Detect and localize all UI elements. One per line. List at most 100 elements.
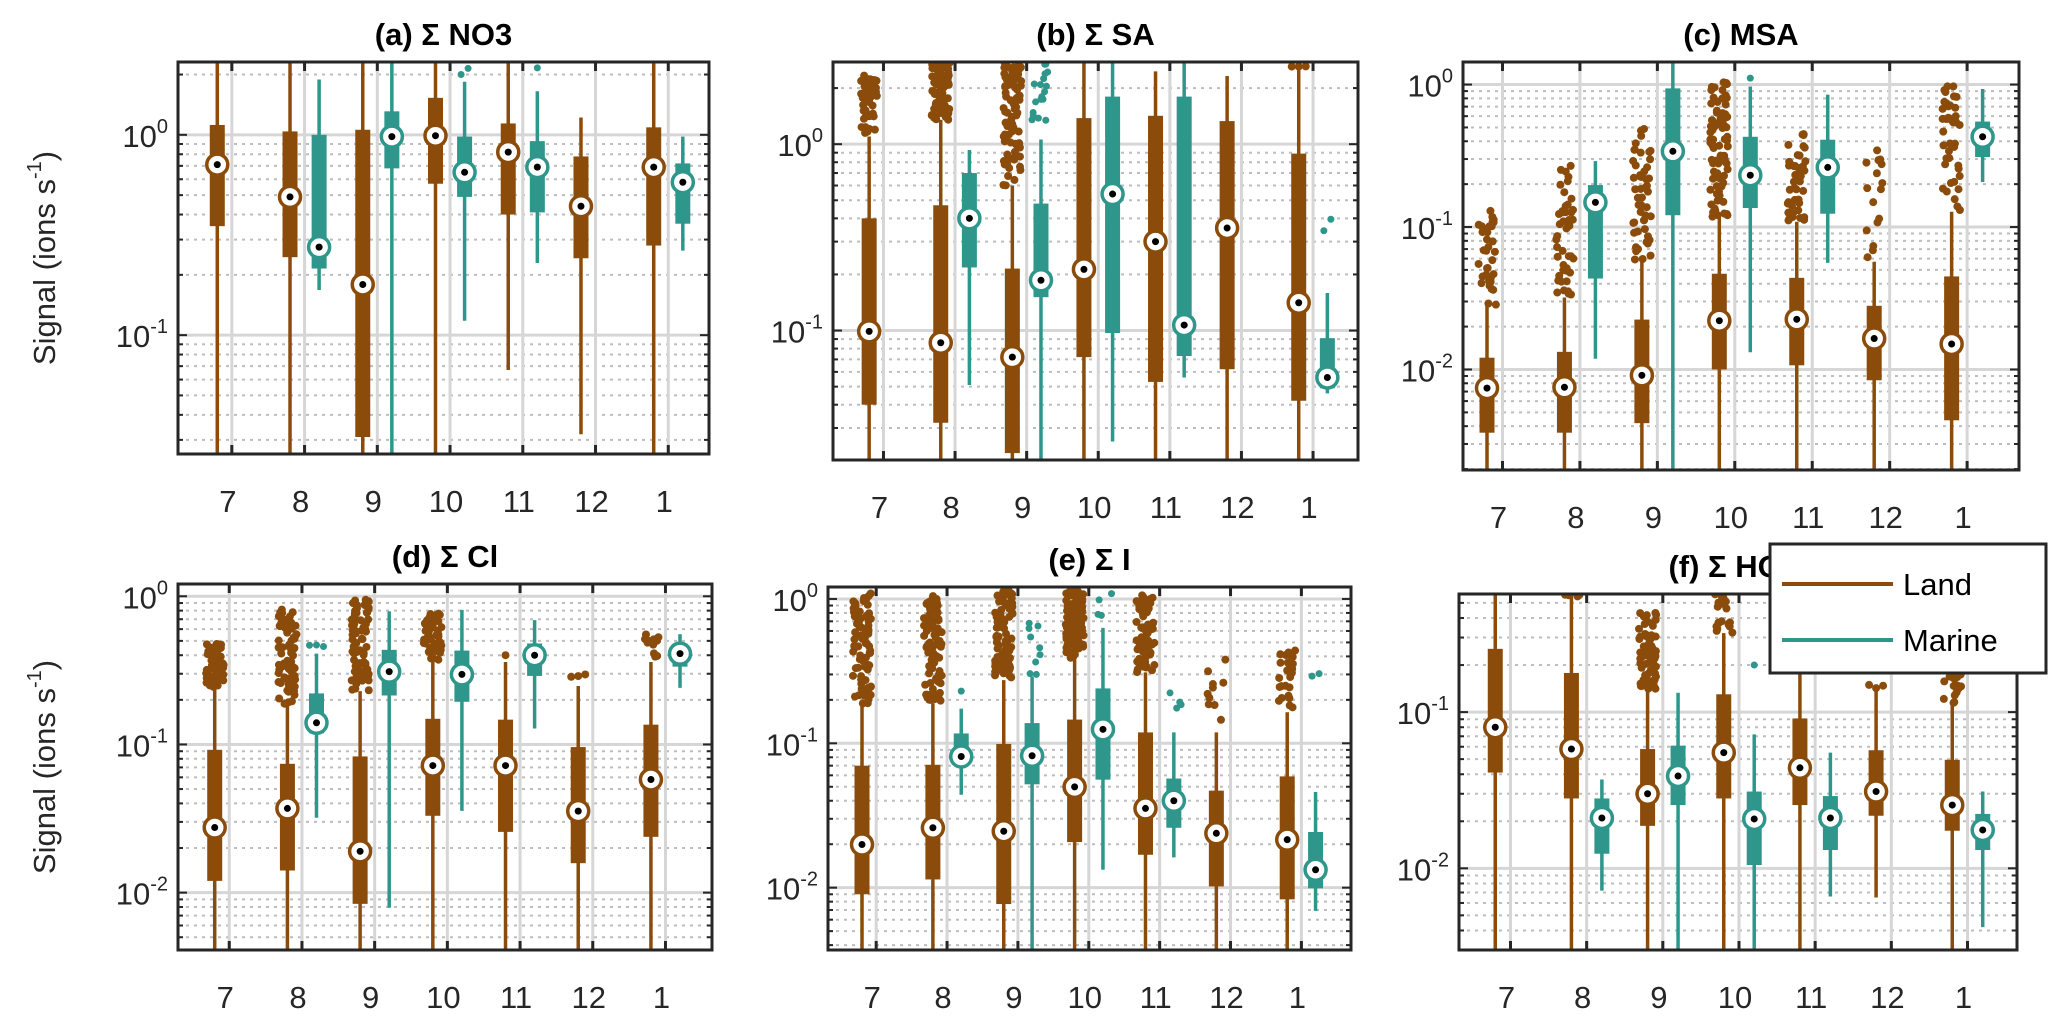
outlier-point <box>1490 247 1499 256</box>
outlier-point <box>1722 604 1731 613</box>
outlier-point <box>1636 172 1645 181</box>
land-box-12 <box>1214 76 1240 460</box>
outlier-point <box>1725 619 1734 628</box>
outlier-point <box>1651 615 1660 624</box>
x-tick-label: 1 <box>653 980 670 1015</box>
outlier-point <box>1637 201 1646 210</box>
outlier-point <box>464 64 472 72</box>
iqr-box <box>311 134 327 269</box>
outlier-point <box>1559 217 1568 226</box>
outlier-point <box>1953 681 1962 690</box>
outlier-point <box>210 680 219 689</box>
outlier-point <box>850 599 859 608</box>
median-dot <box>359 280 367 288</box>
median-dot <box>211 824 219 832</box>
y-tick-label: 10-2 <box>1401 350 1453 388</box>
outlier-point <box>1942 187 1951 196</box>
outlier-point <box>1799 142 1808 151</box>
outlier-point <box>926 678 935 687</box>
median-dot <box>1099 725 1107 733</box>
marine-box-8 <box>306 79 332 291</box>
x-tick-label: 10 <box>429 484 463 519</box>
outlier-point <box>426 635 435 644</box>
outlier-point <box>1489 270 1498 279</box>
outlier-point <box>1954 185 1963 194</box>
outlier-point <box>1478 272 1487 281</box>
gridlines <box>833 62 1358 460</box>
outlier-point <box>1722 159 1731 168</box>
outlier-point <box>1873 218 1882 227</box>
land-box-11 <box>1783 130 1810 470</box>
median-dot <box>577 202 585 210</box>
outlier-point <box>1025 624 1033 632</box>
outlier-point <box>423 618 432 627</box>
median-dot <box>574 807 582 815</box>
median-dot <box>213 161 221 169</box>
outlier-point <box>850 612 859 621</box>
outlier-point <box>1712 622 1721 631</box>
outlier-point <box>992 632 1001 641</box>
outlier-point <box>1647 681 1656 690</box>
outlier-point <box>280 699 289 708</box>
marine-box-9 <box>1019 619 1045 950</box>
panel-title: (b) Σ SA <box>1036 17 1154 52</box>
y-tick-label: 10-1 <box>771 312 823 350</box>
outlier-point <box>1288 652 1297 661</box>
x-tick-label: 12 <box>1868 500 1902 535</box>
box-marks <box>205 62 696 454</box>
outlier-point <box>1722 78 1731 87</box>
outlier-point <box>926 610 935 619</box>
x-tick-label: 8 <box>292 484 309 519</box>
outlier-point <box>850 692 859 701</box>
outlier-point <box>1139 662 1148 671</box>
median-dot <box>502 762 510 770</box>
median-dot <box>679 178 687 186</box>
land-box-9 <box>347 595 373 950</box>
outlier-point <box>1001 181 1010 190</box>
outlier-point <box>1030 80 1038 88</box>
outlier-point <box>1139 592 1148 601</box>
outlier-point <box>1027 633 1035 641</box>
outlier-point <box>319 643 327 651</box>
outlier-point <box>1939 127 1948 136</box>
outlier-point <box>1706 185 1715 194</box>
y-tick-base: 10 <box>122 580 156 615</box>
y-tick-base: 10 <box>766 872 800 907</box>
outlier-point <box>935 101 944 110</box>
x-tick-label: 11 <box>1792 500 1824 535</box>
outlier-point <box>421 639 430 648</box>
outlier-point <box>1216 715 1225 724</box>
outlier-point <box>1955 205 1964 214</box>
outlier-point <box>1221 655 1230 664</box>
outlier-point <box>216 657 225 666</box>
outlier-point <box>284 657 293 666</box>
outlier-point <box>1308 672 1316 680</box>
outlier-point <box>1108 590 1116 598</box>
outlier-point <box>1874 156 1883 165</box>
median-dot <box>1948 340 1956 348</box>
y-tick-base: 10 <box>772 583 806 618</box>
outlier-point <box>1788 202 1797 211</box>
outlier-point <box>931 112 940 121</box>
median-dot <box>1750 815 1758 823</box>
panel-title: (d) Σ Cl <box>392 539 498 574</box>
outlier-point <box>1949 698 1958 707</box>
outlier-point <box>1485 276 1494 285</box>
median-dot <box>1948 801 1956 809</box>
outlier-point <box>1785 185 1794 194</box>
outlier-point <box>928 685 937 694</box>
median-dot <box>1141 804 1149 812</box>
outlier-point <box>1204 667 1213 676</box>
outlier-point <box>1320 227 1328 235</box>
outlier-point <box>1286 673 1295 682</box>
outlier-point <box>1166 689 1174 697</box>
outlier-point <box>957 687 965 695</box>
outlier-point <box>1862 158 1871 167</box>
outlier-point <box>1708 125 1717 134</box>
marine-box-11 <box>522 620 547 729</box>
outlier-point <box>287 636 296 645</box>
land-box-8 <box>1559 594 1584 950</box>
land-box-12 <box>568 117 594 435</box>
median-dot <box>1669 147 1677 155</box>
outlier-point <box>1012 140 1021 149</box>
